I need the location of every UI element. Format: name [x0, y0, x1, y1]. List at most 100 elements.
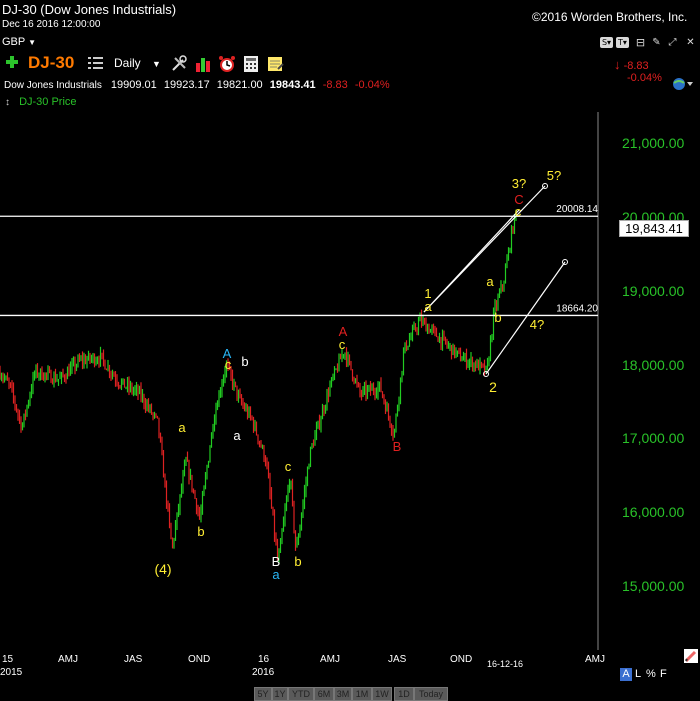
resize-button[interactable]: ⤢	[668, 37, 677, 48]
range-button-1y[interactable]: 1Y	[272, 687, 288, 701]
draw-tool-button[interactable]	[684, 649, 698, 663]
tools-button[interactable]	[170, 55, 188, 73]
x-tick-label: JAS	[124, 654, 143, 665]
scale-log-button[interactable]: L	[635, 668, 642, 680]
currency-label: GBP	[2, 36, 26, 48]
trend-line	[423, 185, 546, 313]
bar-chart-icon	[196, 58, 210, 72]
chart-menu-button[interactable]	[672, 77, 694, 91]
change-summary: ↓ -8.83 -0.04%	[614, 57, 662, 84]
current-price-value: 19,843.41	[625, 221, 683, 236]
current-price-tag: 19,843.41	[619, 220, 689, 237]
alarm-clock-icon	[219, 56, 235, 72]
currency-selector[interactable]: GBP ▼	[2, 36, 36, 48]
t-dropdown-button[interactable]: T▾	[616, 37, 629, 48]
trend-line-end	[483, 371, 489, 377]
wave-label: c	[285, 459, 292, 474]
wave-label: B	[393, 439, 402, 454]
range-button-6m[interactable]: 6M	[314, 687, 334, 701]
quote-name: Dow Jones Industrials	[4, 80, 102, 91]
y-tick-label: 16,000.00	[622, 504, 685, 521]
right-change-pct: -0.04%	[627, 72, 662, 84]
trend-line	[423, 209, 520, 313]
range-button-today[interactable]: Today	[414, 687, 448, 701]
quote-last: 19843.41	[269, 79, 316, 91]
scale-a-label: A	[622, 668, 630, 680]
copyright-text: ©2016 Worden Brothers, Inc.	[532, 10, 688, 24]
calculator-button[interactable]	[242, 55, 260, 73]
y-tick-label: 18,000.00	[622, 356, 685, 373]
quote-row: Dow Jones Industrials 19909.01 19923.17 …	[4, 79, 390, 91]
alarm-button[interactable]	[218, 55, 236, 73]
note-pad-icon	[268, 57, 284, 71]
arrow-down-icon: ↓	[614, 57, 621, 72]
right-change: -8.83	[623, 60, 649, 72]
wave-label: c	[515, 204, 522, 219]
wave-label: b	[197, 524, 204, 539]
period-dropdown[interactable]: Daily ▼	[114, 56, 161, 70]
y-tick-label: 17,000.00	[622, 430, 685, 447]
wave-label: a	[486, 274, 494, 289]
trend-line-end	[542, 183, 548, 189]
chart-date: Dec 16 2016 12:00:00	[2, 19, 101, 30]
range-button-1d[interactable]: 1D	[394, 687, 414, 701]
quote-low: 19821.00	[216, 79, 263, 91]
trend-line	[485, 261, 566, 375]
wave-label: 1	[424, 286, 431, 301]
s-dropdown-button[interactable]: S▾	[600, 37, 613, 48]
wave-label: b	[241, 354, 248, 369]
scale-fit-button[interactable]: F	[660, 668, 667, 680]
wave-label: a	[178, 420, 186, 435]
x-tick-label: AMJ	[585, 654, 605, 665]
wave-label: A	[223, 346, 232, 361]
tile-windows-button[interactable]: ⊟	[635, 36, 646, 49]
plus-icon	[6, 56, 18, 68]
trend-line-end	[562, 259, 568, 265]
indicators-button[interactable]	[194, 55, 212, 73]
y-tick-label: 19,000.00	[622, 282, 685, 299]
wave-label: b	[494, 310, 501, 325]
quote-high: 19923.17	[163, 79, 210, 91]
window-title: DJ-30 (Dow Jones Industrials)	[2, 2, 177, 17]
wave-label: B	[272, 554, 281, 569]
x-tick-label: AMJ	[58, 654, 78, 665]
horizontal-line-label: 20008.14	[556, 204, 598, 215]
x-year-label: 2015	[0, 667, 23, 678]
series-label[interactable]: ↕ DJ-30 Price	[5, 96, 77, 108]
range-button-1w[interactable]: 1W	[372, 687, 392, 701]
wave-label: c	[225, 357, 232, 372]
settings-button[interactable]: ✎	[652, 37, 661, 48]
wave-label: A	[339, 324, 348, 339]
notes-button[interactable]	[266, 55, 284, 73]
wave-label: b	[294, 554, 301, 569]
quote-open: 19909.01	[110, 79, 157, 91]
symbol-input[interactable]: DJ-30	[28, 53, 75, 72]
tools-icon	[172, 55, 187, 71]
scale-a-button[interactable]: A	[620, 668, 632, 681]
pencil-icon	[684, 650, 697, 663]
chevron-down-icon: ▼	[28, 38, 37, 47]
x-tick-label: AMJ	[320, 654, 340, 665]
range-button-1m[interactable]: 1M	[352, 687, 372, 701]
close-button[interactable]: ✕	[686, 37, 695, 48]
scale-percent-button[interactable]: %	[646, 668, 656, 680]
range-button-ytd[interactable]: YTD	[288, 687, 314, 701]
chevron-down-icon: ▼	[152, 59, 161, 69]
wave-label: C	[514, 192, 523, 207]
wave-label: c	[339, 337, 346, 352]
add-symbol-button[interactable]	[4, 53, 20, 71]
resize-arrows-icon: ↕	[5, 97, 10, 108]
x-tick-label: 16	[258, 654, 270, 665]
range-button-3m[interactable]: 3M	[334, 687, 352, 701]
wave-label: 2	[489, 379, 497, 395]
wave-label: 3?	[512, 176, 526, 191]
x-tick-label: OND	[188, 654, 211, 665]
globe-icon	[673, 78, 693, 90]
wave-label: a	[424, 299, 432, 314]
x-year-label: 2016	[252, 667, 275, 678]
range-button-5y[interactable]: 5Y	[254, 687, 272, 701]
horizontal-line-label: 18664.20	[556, 303, 598, 314]
watchlist-button[interactable]	[88, 56, 104, 70]
wave-label: (4)	[154, 561, 171, 577]
